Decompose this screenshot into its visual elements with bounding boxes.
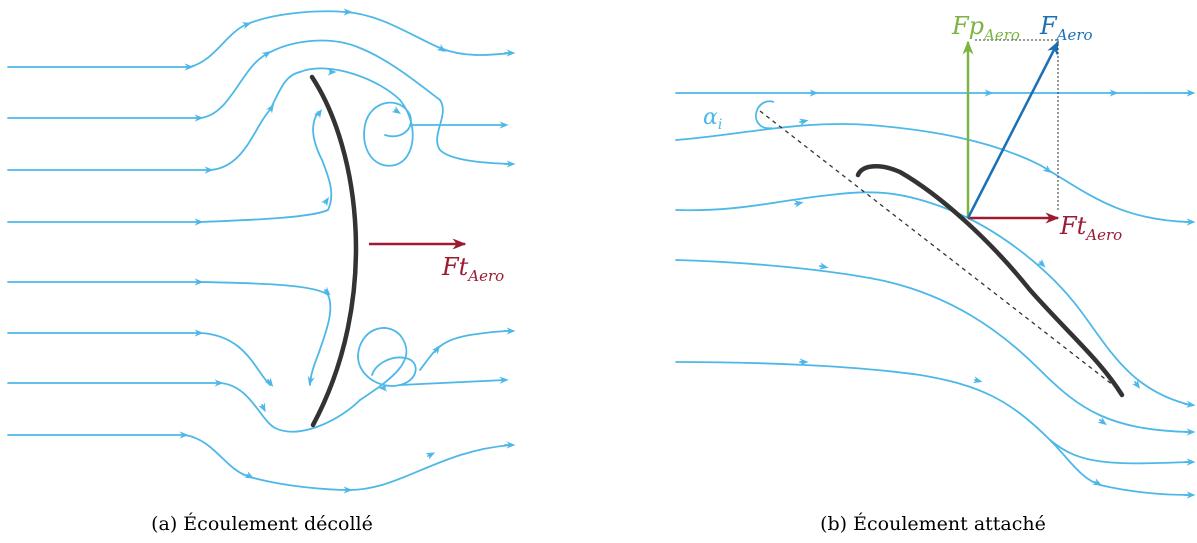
streamline bbox=[199, 111, 333, 223]
streamline bbox=[675, 361, 1191, 465]
vortex bbox=[419, 330, 513, 371]
blade-a bbox=[309, 74, 359, 428]
streamline bbox=[425, 452, 436, 460]
streamline bbox=[391, 106, 401, 114]
streamline bbox=[1097, 416, 1107, 426]
force-resultant-label: FAero bbox=[1039, 12, 1093, 44]
force-t-label-a: FtAero bbox=[441, 253, 504, 285]
streamline bbox=[209, 71, 301, 171]
panel-a: FtAero (a) Écoulement décollé bbox=[7, 8, 516, 535]
chord-line bbox=[759, 110, 1123, 393]
streamline bbox=[1184, 400, 1196, 408]
streamline bbox=[321, 197, 329, 207]
streamline bbox=[219, 382, 361, 433]
streamline bbox=[199, 281, 332, 386]
streamline bbox=[1042, 164, 1052, 174]
caption-a: (a) Écoulement décollé bbox=[151, 512, 373, 535]
vortex bbox=[357, 327, 417, 401]
streamlines-a bbox=[7, 8, 516, 494]
force-t-label-b: FtAero bbox=[1059, 212, 1122, 244]
vortex bbox=[436, 99, 513, 165]
streamline bbox=[199, 39, 441, 119]
streamline bbox=[972, 376, 983, 384]
angle-label: αi bbox=[703, 105, 722, 133]
blade-b bbox=[855, 164, 1125, 398]
streamline bbox=[793, 200, 804, 208]
streamline bbox=[1036, 258, 1046, 268]
force-resultant-arrow bbox=[966, 40, 1060, 219]
streamline bbox=[244, 471, 255, 479]
streamline bbox=[675, 259, 1191, 433]
vortex bbox=[299, 67, 414, 167]
streamline bbox=[184, 434, 513, 491]
streamline bbox=[189, 10, 513, 68]
streamline bbox=[266, 104, 274, 114]
streamline bbox=[1131, 379, 1141, 389]
streamline bbox=[321, 286, 331, 296]
streamline bbox=[1092, 478, 1103, 486]
panel-b: αi FpAero FAero FtAero (b) Écoulement at… bbox=[675, 12, 1196, 535]
streamline bbox=[307, 375, 315, 386]
streamlines-b bbox=[675, 89, 1196, 499]
vortex bbox=[399, 376, 509, 386]
caption-b: (b) Écoulement attaché bbox=[820, 512, 1046, 535]
streamline bbox=[431, 345, 441, 355]
force-p-label: FpAero bbox=[951, 12, 1020, 44]
streamline bbox=[261, 51, 271, 59]
streamline bbox=[264, 377, 274, 387]
streamline bbox=[818, 262, 829, 270]
streamline bbox=[241, 22, 252, 30]
streamline bbox=[314, 109, 322, 119]
streamline bbox=[675, 191, 1191, 406]
streamline bbox=[436, 44, 446, 52]
streamline bbox=[675, 123, 1191, 223]
streamline bbox=[199, 332, 271, 386]
streamline bbox=[798, 118, 809, 126]
streamline bbox=[1049, 439, 1191, 496]
streamline bbox=[258, 402, 266, 413]
angle-arc bbox=[755, 100, 775, 130]
